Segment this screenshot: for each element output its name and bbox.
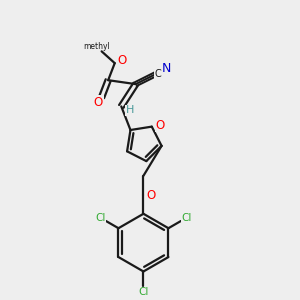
Text: O: O (117, 54, 127, 67)
Text: O: O (94, 96, 103, 109)
Text: N: N (161, 62, 171, 75)
Text: Cl: Cl (138, 287, 148, 298)
Text: O: O (155, 119, 165, 132)
Text: Cl: Cl (182, 213, 192, 223)
Text: Cl: Cl (95, 213, 106, 223)
Text: C: C (155, 69, 162, 79)
Text: O: O (146, 189, 155, 202)
Text: methyl: methyl (83, 42, 110, 51)
Text: H: H (125, 105, 134, 115)
